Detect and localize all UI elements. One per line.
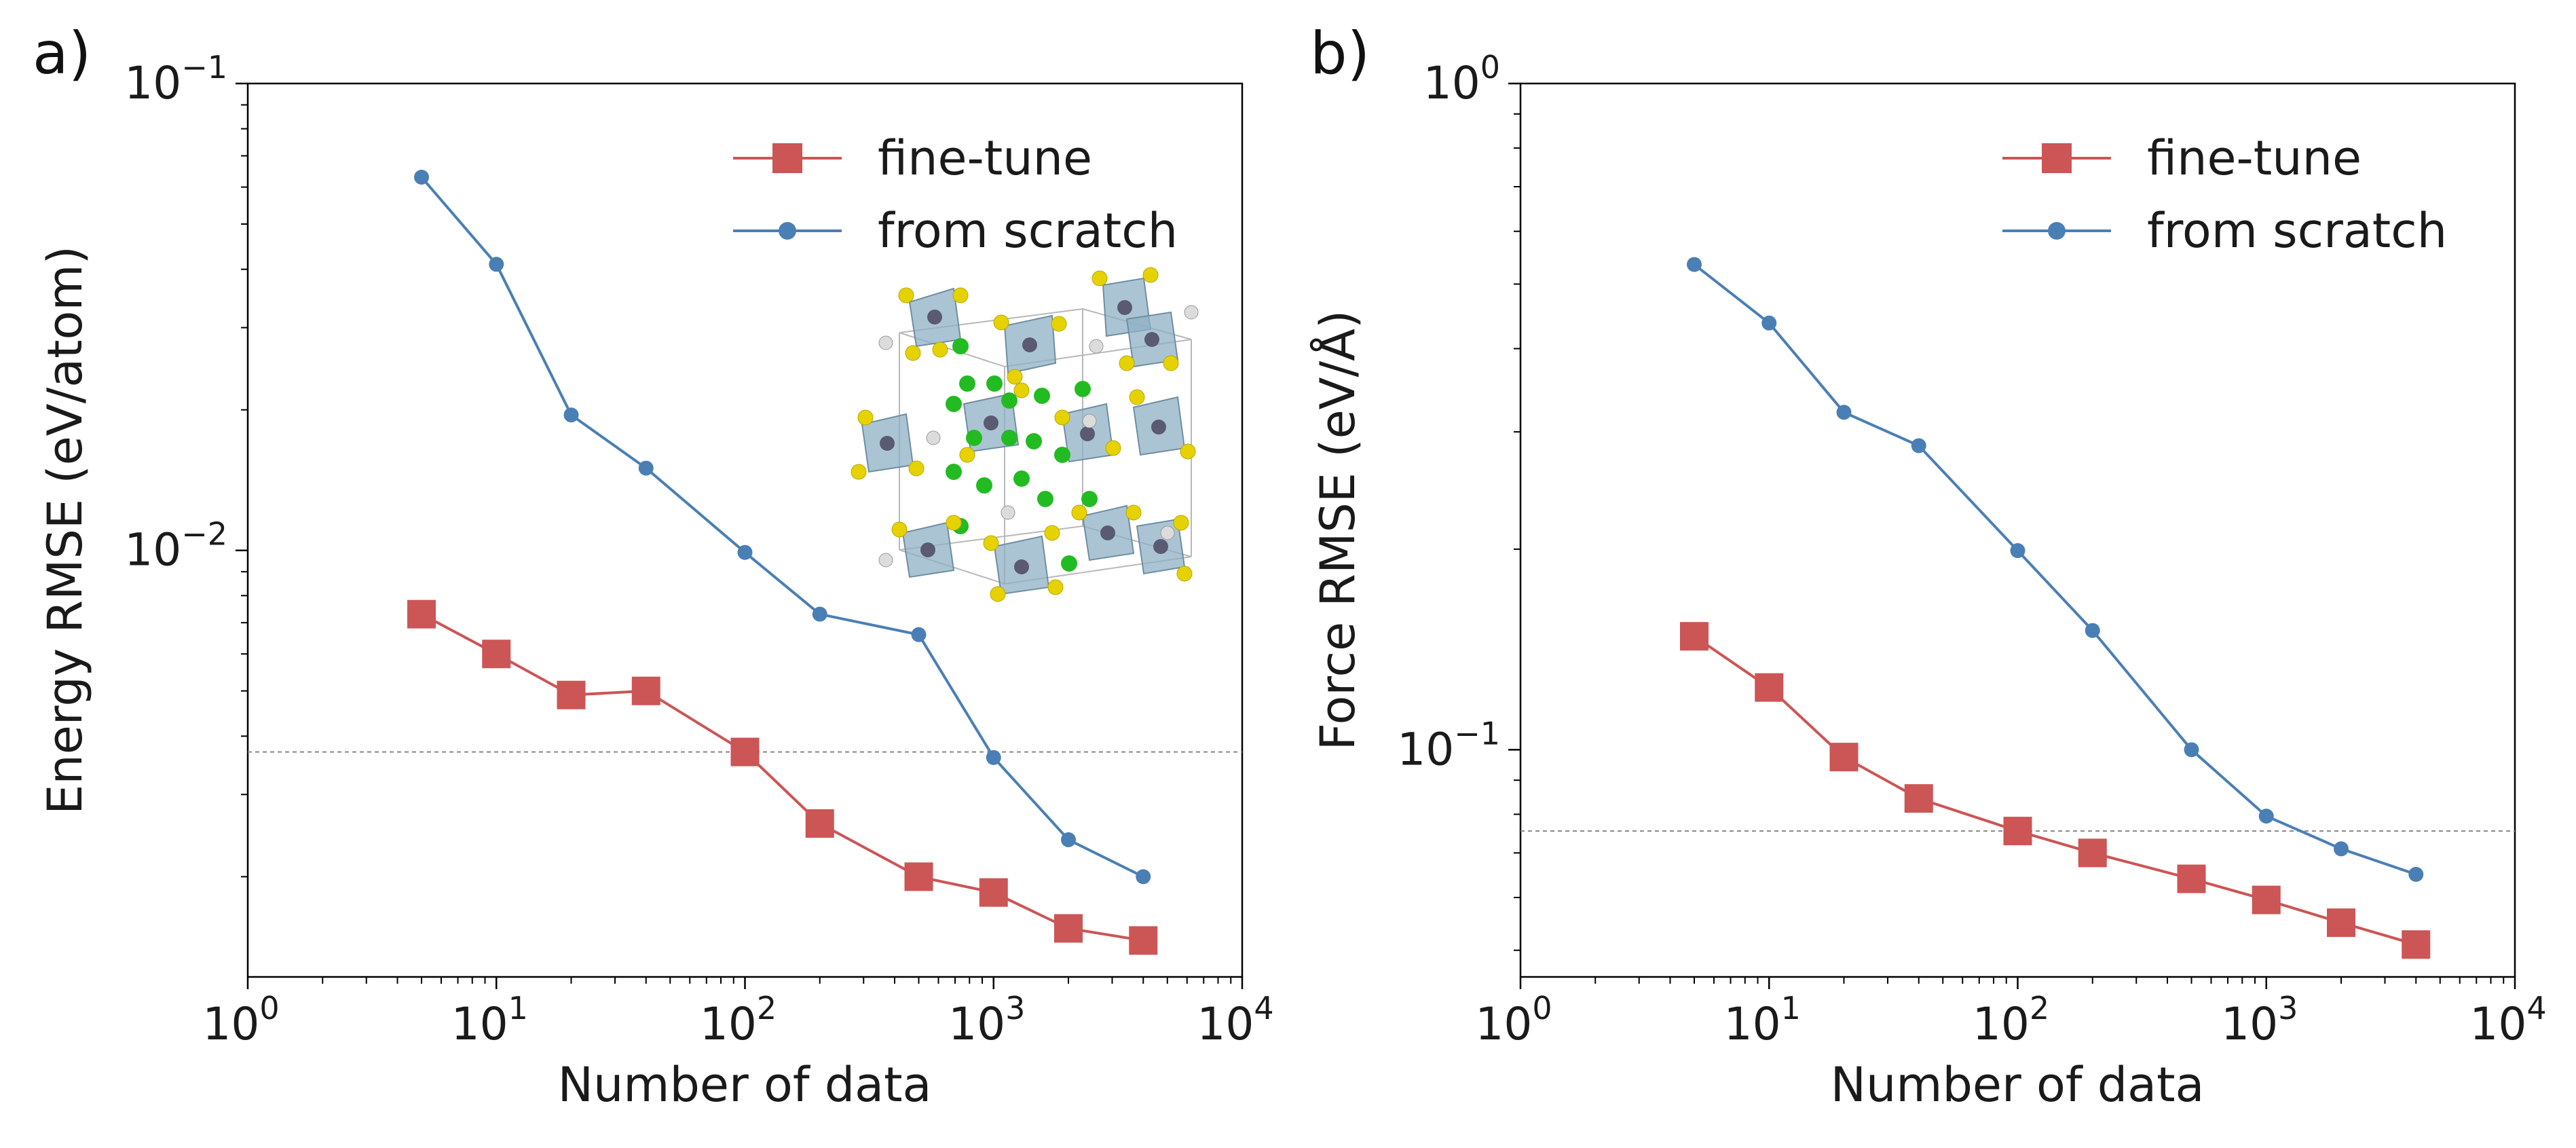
x-axis-label-a: Number of data — [558, 1057, 932, 1113]
data-point-from-scratch — [737, 544, 753, 560]
panel-label-a: a) — [33, 20, 91, 88]
data-point-from-scratch — [563, 407, 579, 423]
legend-marker-fine-tune-a — [772, 143, 802, 173]
data-point-fine-tune — [2327, 908, 2356, 938]
x-tick-label: 104 — [2469, 990, 2546, 1050]
legend-item-fine-tune-b: fine-tune — [2002, 130, 2362, 186]
x-axis-label-b: Number of data — [1831, 1057, 2205, 1113]
data-point-fine-tune — [2252, 885, 2281, 914]
data-point-fine-tune — [2402, 930, 2431, 959]
data-point-from-scratch — [638, 460, 654, 476]
legend-item-from-scratch-b: from scratch — [2002, 203, 2447, 259]
data-point-fine-tune — [805, 809, 834, 838]
data-point-fine-tune — [979, 878, 1008, 907]
legend-marker-from-scratch-b — [2048, 222, 2066, 240]
y-ticks-b: 100 10−1 — [1397, 49, 1520, 951]
data-point-fine-tune — [2177, 864, 2206, 893]
data-point-fine-tune — [1679, 622, 1709, 651]
data-point-from-scratch — [2258, 809, 2274, 824]
x-tick-label: 100 — [1475, 990, 1552, 1050]
legend-label-fine-tune-a: fine-tune — [878, 130, 1092, 186]
series-markers-a — [407, 169, 1158, 955]
y-ticks-a: 10−1 10−2 — [124, 49, 248, 878]
series-markers-b — [1679, 257, 2431, 959]
data-point-fine-tune — [1904, 784, 1933, 813]
x-tick-label: 100 — [202, 990, 279, 1050]
y-axis-label-b: Force RMSE (eV/Å) — [1310, 310, 1366, 751]
series-line-from-scratch — [1693, 263, 2416, 876]
data-point-fine-tune — [482, 640, 511, 669]
x-tick-label: 103 — [2221, 990, 2298, 1050]
series-lines-a — [420, 176, 1144, 942]
legend-marker-fine-tune-b — [2042, 143, 2072, 173]
data-point-from-scratch — [1836, 405, 1852, 420]
data-point-from-scratch — [1061, 832, 1077, 847]
y-axis-label-a: Energy RMSE (eV/atom) — [37, 246, 93, 815]
data-point-fine-tune — [1129, 926, 1158, 955]
data-point-fine-tune — [730, 737, 760, 766]
data-point-from-scratch — [413, 169, 429, 185]
y-tick-label: 10−1 — [1397, 715, 1500, 775]
panel-a: a) 100 101 102 103 104 10−1 10−2 Number of da… — [33, 20, 1274, 1113]
data-point-fine-tune — [557, 680, 586, 709]
data-point-from-scratch — [986, 749, 1001, 765]
panel-b: b) 100 101 102 103 104 100 10−1 Number of dat… — [1310, 20, 2547, 1113]
x-tick-label: 102 — [700, 990, 777, 1050]
data-point-from-scratch — [2334, 841, 2349, 857]
y-tick-label: 100 — [1423, 49, 1500, 109]
series-line-fine-tune — [421, 612, 1144, 942]
data-point-from-scratch — [812, 606, 827, 622]
x-ticks-a: 100 101 102 103 104 — [202, 977, 1274, 1050]
data-point-from-scratch — [1136, 869, 1151, 885]
data-point-from-scratch — [2184, 742, 2199, 758]
y-tick-label: 10−1 — [124, 49, 227, 109]
x-tick-label: 101 — [451, 990, 528, 1050]
legend-label-from-scratch-b: from scratch — [2147, 203, 2447, 259]
data-point-from-scratch — [2408, 866, 2424, 882]
crystal-structure-inset — [851, 267, 1199, 602]
data-point-from-scratch — [1686, 257, 1702, 272]
legend-marker-from-scratch-a — [779, 222, 796, 240]
legend-item-fine-tune-a: fine-tune — [733, 130, 1092, 186]
legend-b: fine-tune from scratch — [2002, 130, 2447, 259]
data-point-from-scratch — [2010, 543, 2026, 559]
y-tick-label: 10−2 — [124, 516, 227, 576]
x-tick-label: 102 — [1973, 990, 2049, 1050]
data-point-fine-tune — [1054, 914, 1083, 943]
series-line-from-scratch — [420, 176, 1144, 878]
x-tick-label: 104 — [1197, 990, 1273, 1050]
legend-item-from-scratch-a: from scratch — [733, 203, 1178, 259]
data-point-fine-tune — [2003, 817, 2032, 846]
panel-label-b: b) — [1310, 20, 1370, 88]
series-line-fine-tune — [1693, 635, 2416, 946]
series-lines-b — [1693, 263, 2416, 946]
x-tick-label: 103 — [948, 990, 1025, 1050]
data-point-fine-tune — [1755, 673, 1784, 702]
data-point-fine-tune — [1829, 743, 1859, 772]
data-point-fine-tune — [2078, 838, 2107, 868]
data-point-from-scratch — [1761, 315, 1777, 331]
data-point-fine-tune — [631, 676, 660, 705]
legend-label-from-scratch-a: from scratch — [878, 203, 1178, 259]
data-point-fine-tune — [904, 862, 933, 891]
x-ticks-b: 100 101 102 103 104 — [1475, 977, 2547, 1050]
data-point-fine-tune — [407, 599, 436, 629]
legend-label-fine-tune-b: fine-tune — [2147, 130, 2362, 186]
data-point-from-scratch — [489, 257, 504, 272]
x-tick-label: 101 — [1724, 990, 1801, 1050]
legend-a: fine-tune from scratch — [733, 130, 1178, 259]
data-point-from-scratch — [2085, 623, 2100, 638]
data-point-from-scratch — [911, 627, 927, 642]
data-point-from-scratch — [1911, 438, 1926, 453]
